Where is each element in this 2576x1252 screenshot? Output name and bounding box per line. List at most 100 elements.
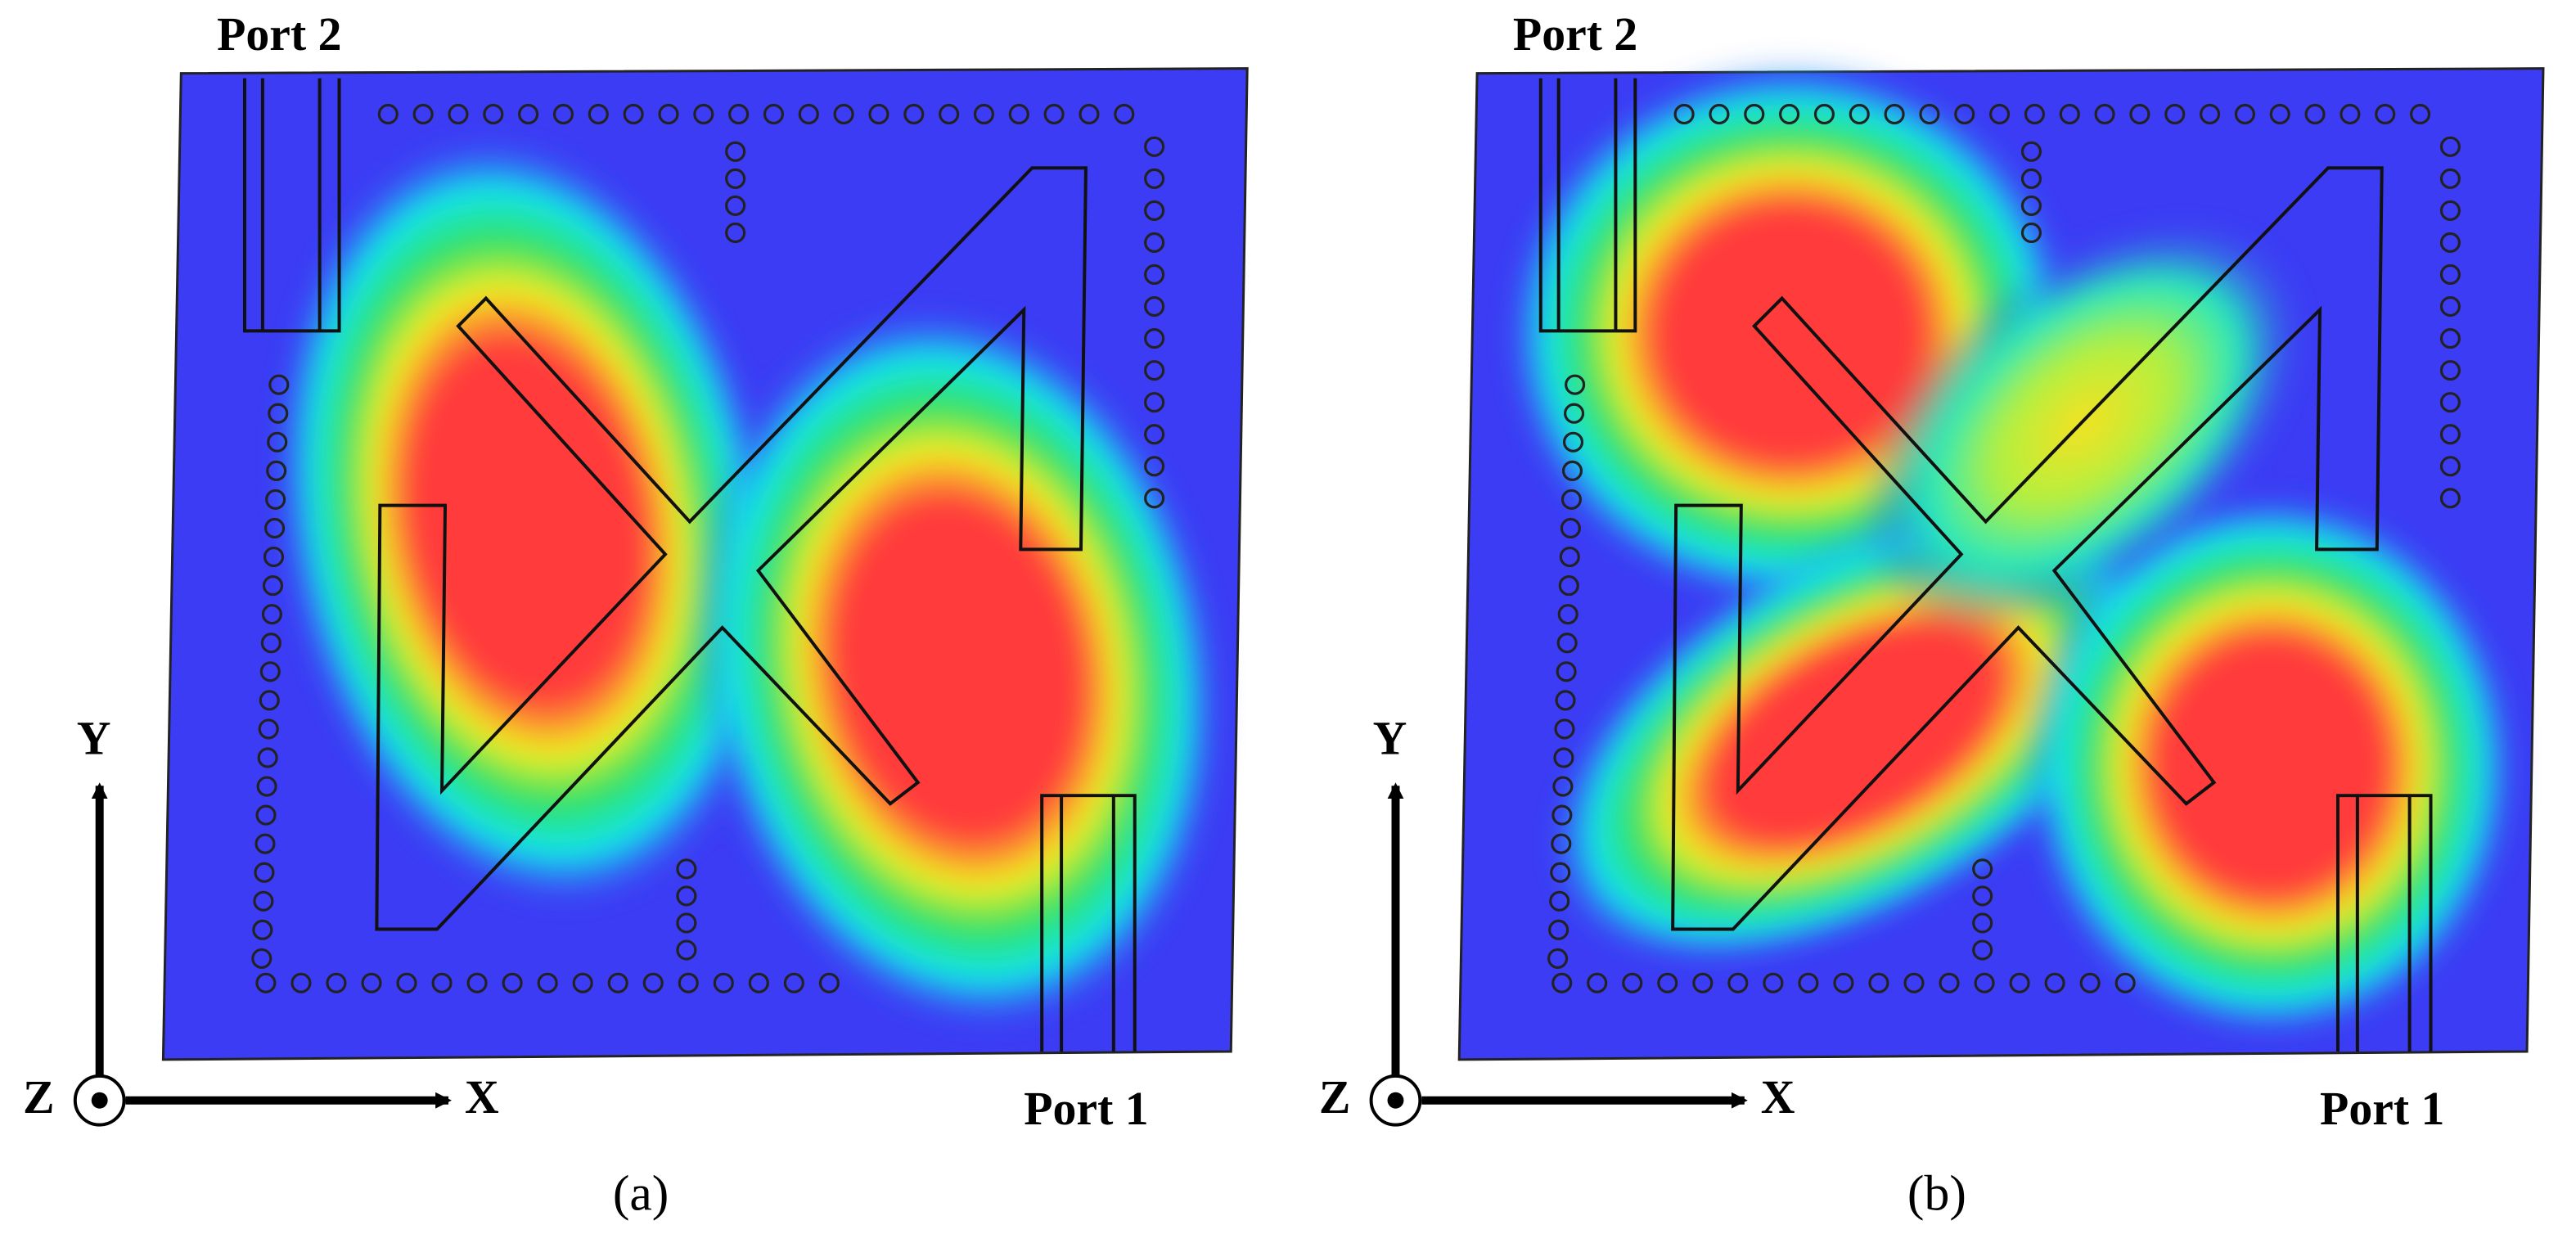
via xyxy=(2009,972,2030,993)
via xyxy=(1144,456,1165,477)
via xyxy=(1919,103,1940,125)
via xyxy=(676,858,697,880)
via xyxy=(676,912,697,934)
via xyxy=(268,403,289,424)
port-label: Port 2 xyxy=(1513,9,1637,61)
field-blob xyxy=(1859,218,2308,630)
axis-label: X xyxy=(1761,1072,1795,1124)
axis-z-dot xyxy=(91,1092,108,1109)
via xyxy=(258,718,279,740)
via xyxy=(1868,972,1889,993)
via xyxy=(623,103,644,125)
via xyxy=(903,103,925,125)
port-feed xyxy=(2335,794,2433,1052)
via xyxy=(2439,456,2461,477)
via xyxy=(1562,431,1584,453)
via xyxy=(1551,833,1572,854)
via xyxy=(1727,972,1749,993)
via xyxy=(1560,517,1581,539)
resonator xyxy=(1671,166,2384,931)
via xyxy=(2439,232,2461,253)
via xyxy=(1557,604,1578,625)
via xyxy=(257,747,278,768)
via xyxy=(642,972,664,993)
via xyxy=(1560,489,1582,510)
via xyxy=(261,604,282,625)
via xyxy=(693,103,714,125)
via xyxy=(396,972,417,993)
via xyxy=(2439,328,2461,349)
via xyxy=(728,103,750,125)
via xyxy=(676,939,697,961)
via xyxy=(1972,858,1993,880)
via xyxy=(266,460,287,481)
via xyxy=(361,972,382,993)
via xyxy=(748,972,769,993)
via xyxy=(2164,103,2186,125)
caption: (b) xyxy=(1907,1165,1966,1221)
via xyxy=(2375,103,2396,125)
axis-label: Y xyxy=(1373,714,1407,765)
via xyxy=(678,972,699,993)
via xyxy=(1657,972,1678,993)
via xyxy=(1972,885,1993,907)
via xyxy=(798,103,819,125)
field-blob xyxy=(273,133,781,910)
via xyxy=(2439,168,2461,189)
via xyxy=(262,575,284,597)
via xyxy=(572,972,593,993)
via xyxy=(552,103,574,125)
via xyxy=(1008,103,1029,125)
via xyxy=(2439,360,2461,381)
via xyxy=(260,633,281,654)
via xyxy=(255,972,277,993)
via xyxy=(2059,103,2080,125)
via xyxy=(2020,195,2042,216)
via xyxy=(1144,488,1165,509)
via xyxy=(1043,103,1065,125)
via xyxy=(2439,424,2461,445)
via xyxy=(1813,103,1835,125)
via xyxy=(255,804,277,826)
via xyxy=(725,141,746,162)
via xyxy=(268,374,290,395)
via xyxy=(588,103,609,125)
port-label: Port 1 xyxy=(2320,1083,2444,1135)
via xyxy=(2094,103,2115,125)
via xyxy=(2304,103,2326,125)
via xyxy=(725,222,746,244)
caption: (a) xyxy=(613,1165,669,1221)
port-feed xyxy=(243,78,341,333)
via xyxy=(939,103,960,125)
via xyxy=(1833,972,1854,993)
via xyxy=(1954,103,1975,125)
via xyxy=(466,972,488,993)
via xyxy=(2200,103,2221,125)
via xyxy=(818,972,840,993)
via xyxy=(448,103,469,125)
via xyxy=(1673,103,1695,125)
via xyxy=(2020,222,2042,244)
via xyxy=(2114,972,2136,993)
via xyxy=(1849,103,1870,125)
via xyxy=(1144,168,1165,189)
via xyxy=(973,103,995,125)
via xyxy=(1744,103,1765,125)
via xyxy=(1144,200,1165,221)
panel: Port 2 Port 1 Y X Z (b) xyxy=(1319,9,2545,1221)
via xyxy=(2234,103,2255,125)
via xyxy=(1556,633,1578,654)
axis-label: Z xyxy=(23,1072,55,1124)
via xyxy=(254,833,276,854)
via xyxy=(1552,776,1574,797)
via xyxy=(502,972,523,993)
via xyxy=(1939,972,1960,993)
via xyxy=(251,948,272,969)
via xyxy=(256,776,277,797)
port-feed xyxy=(1538,78,1637,333)
via xyxy=(326,972,347,993)
via xyxy=(2439,295,2461,318)
via xyxy=(1144,136,1165,157)
panel: Port 2 Port 1 Y X Z (a) xyxy=(23,9,1249,1221)
